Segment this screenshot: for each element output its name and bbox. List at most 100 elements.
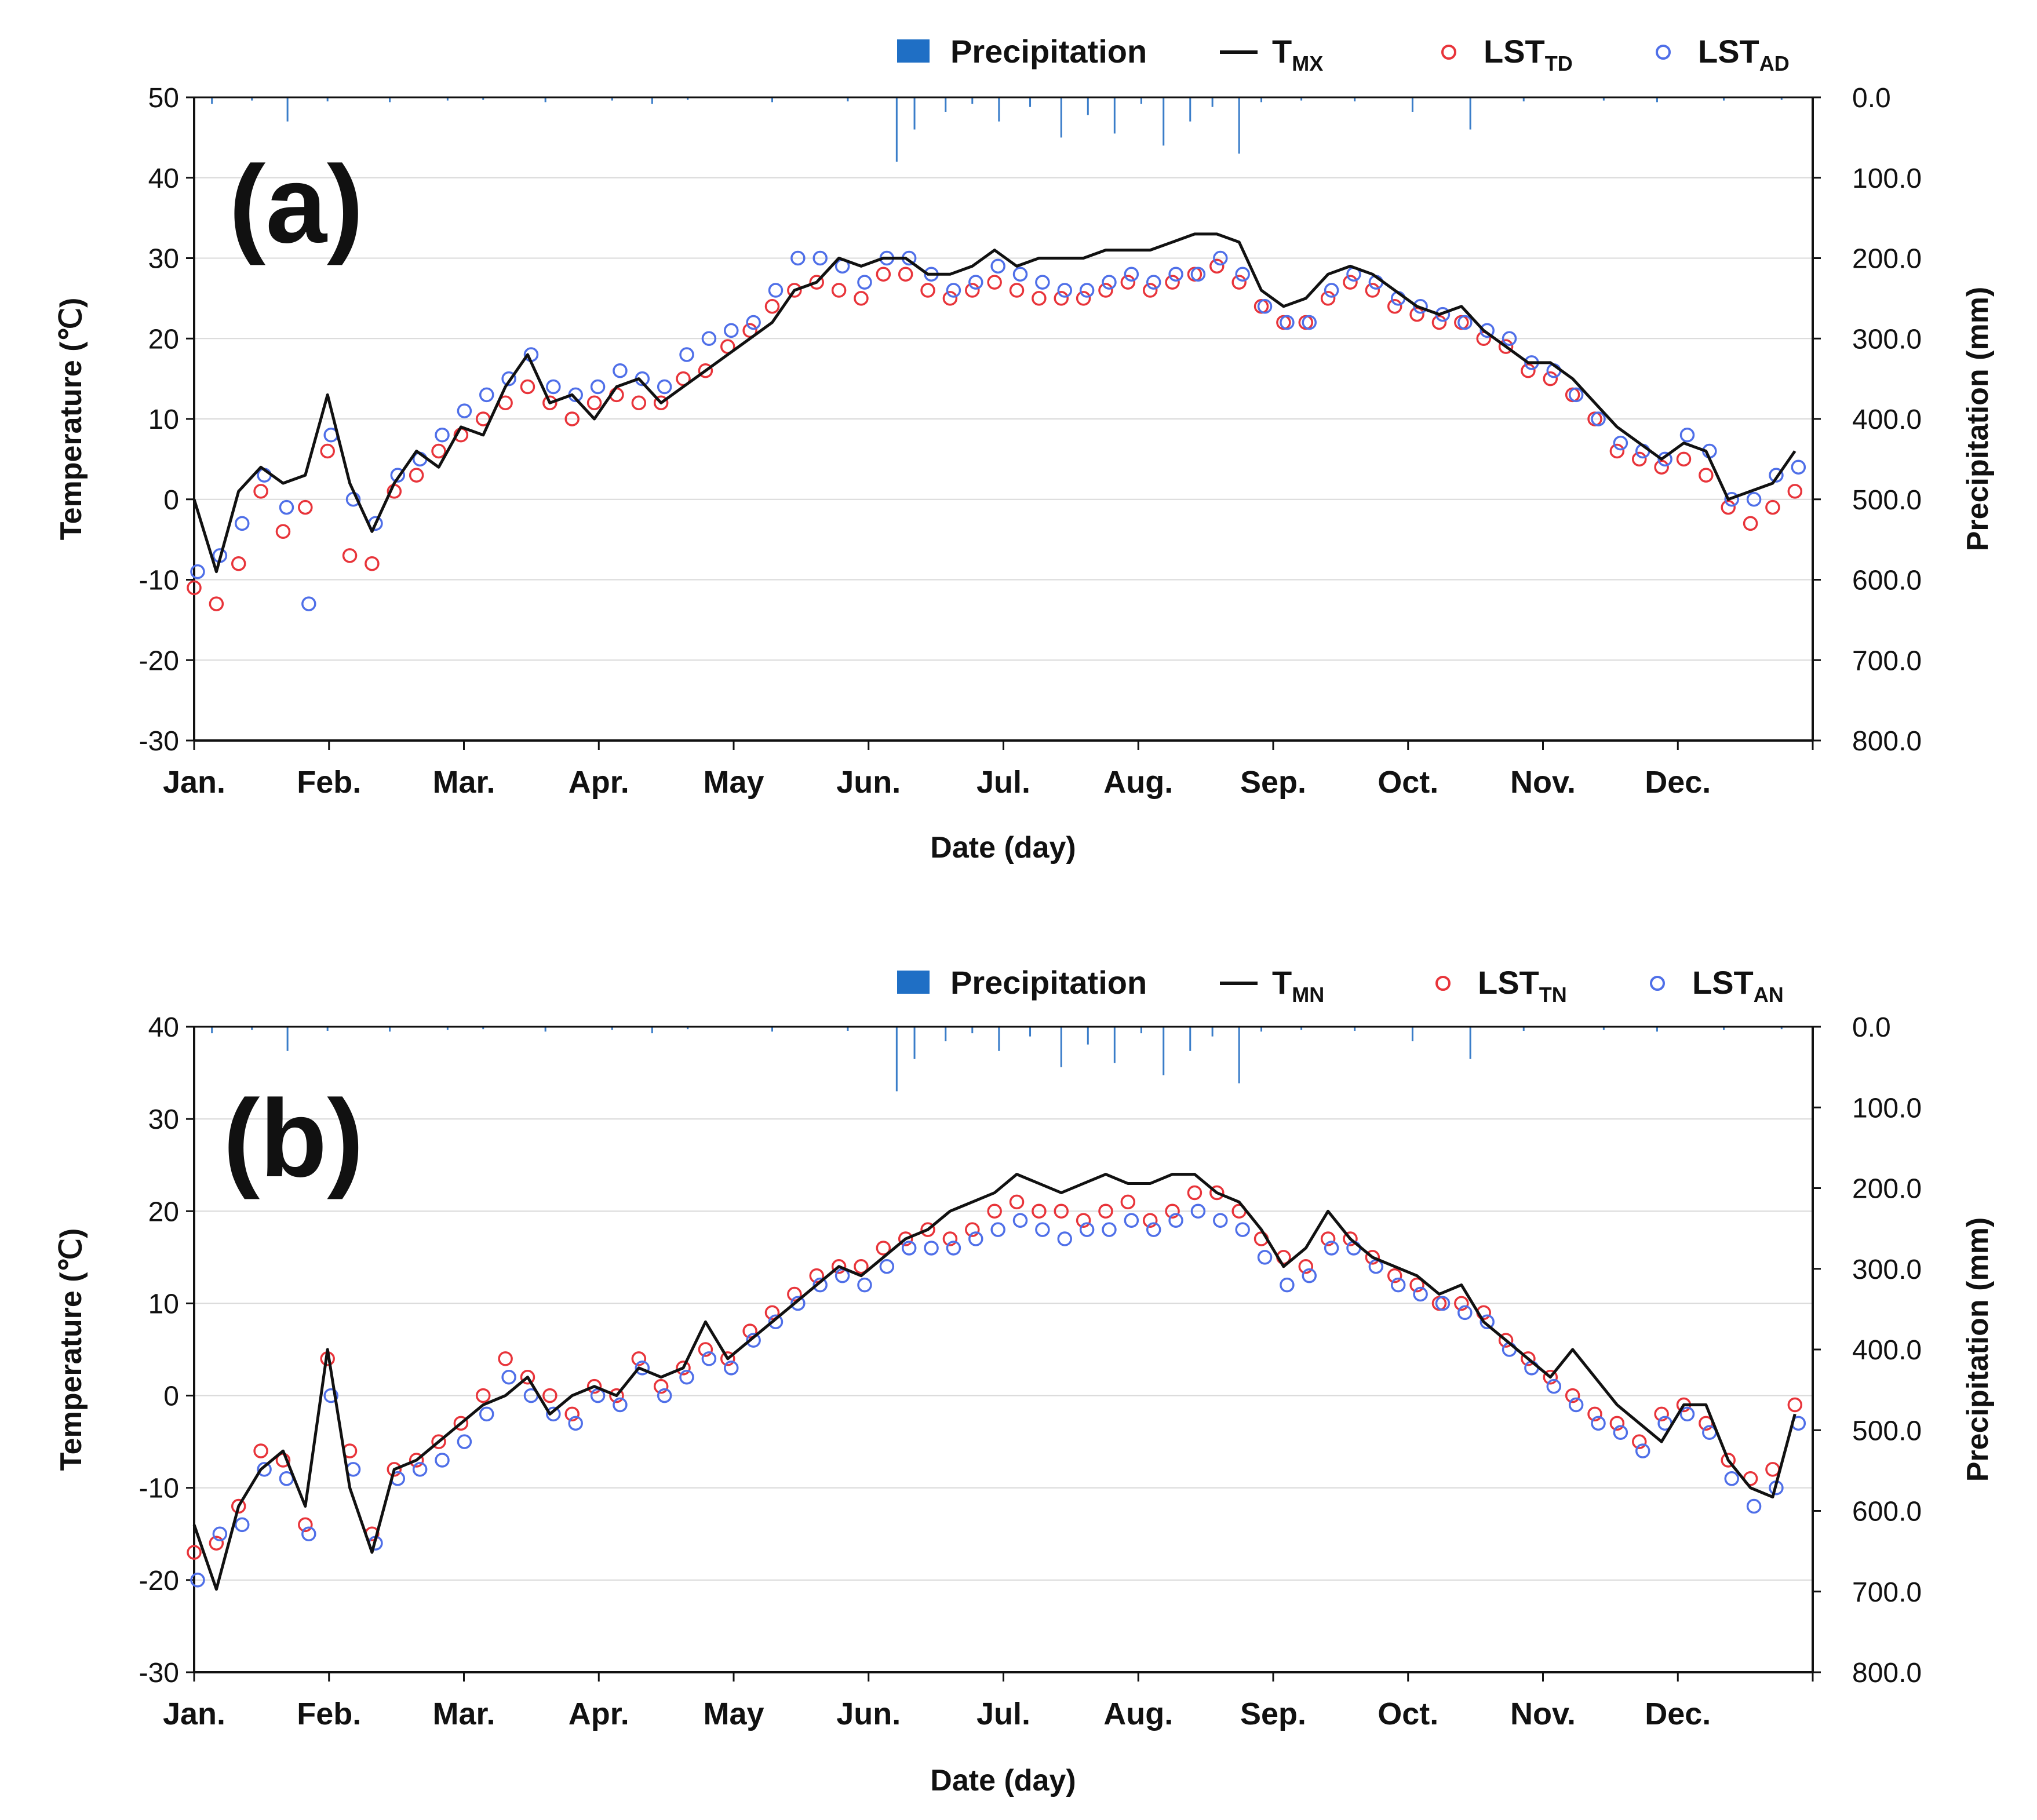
blue-point [301, 1526, 316, 1542]
blue-point [1168, 1213, 1183, 1228]
month-label: Jan. [163, 1697, 225, 1731]
legend-a-blue-marker [1656, 45, 1671, 60]
blue-point [657, 1388, 672, 1403]
blue-point [1657, 451, 1672, 467]
blue-point [1124, 267, 1139, 282]
blue-point [812, 1277, 828, 1293]
red-point [698, 363, 713, 378]
month-label: Aug. [1103, 765, 1173, 800]
month-label: Sep. [1240, 1697, 1306, 1731]
y-tick-label: 0 [163, 485, 179, 516]
red-point [498, 1351, 513, 1366]
blue-point [1035, 275, 1050, 290]
blue-point [1168, 267, 1183, 282]
blue-point [1057, 283, 1072, 298]
red-point [854, 1259, 869, 1274]
red-point [876, 267, 891, 282]
y-tick-label: 10 [148, 1289, 179, 1319]
blue-point [924, 1241, 939, 1256]
blue-point [1146, 1222, 1161, 1237]
blue-point [635, 1361, 650, 1376]
red-point [987, 1203, 1002, 1219]
red-point [1543, 1369, 1558, 1385]
red-point [275, 524, 291, 539]
red-point [453, 1416, 469, 1431]
red-point [809, 1268, 824, 1283]
month-label: Dec. [1645, 1697, 1711, 1731]
y-tick-label: -20 [139, 645, 179, 676]
blue-point [1457, 315, 1473, 330]
blue-point [190, 564, 205, 579]
y-tick-label: -30 [139, 1658, 179, 1688]
chart-a: Precipitation TMX LSTTD LSTAD 50 40 30 20 10… [54, 33, 1995, 865]
red-point [520, 379, 535, 395]
legend-a-red-marker [1441, 45, 1456, 60]
red-point [1320, 1231, 1336, 1246]
blue-point [1280, 315, 1295, 330]
red-point [1076, 1213, 1091, 1228]
red-point [920, 1222, 935, 1237]
month-label: Oct. [1378, 765, 1438, 800]
red-point [764, 299, 780, 314]
blue-point [1613, 435, 1628, 451]
blue-point [679, 1369, 694, 1385]
red-point [631, 1351, 647, 1366]
blue-point [946, 283, 961, 298]
red-point [1721, 499, 1736, 515]
red-point [1521, 1351, 1536, 1366]
red-point [631, 395, 647, 410]
blue-point [746, 315, 761, 330]
blue-point [1102, 275, 1117, 290]
tmx-line [192, 232, 1797, 574]
blue-point [1235, 1222, 1250, 1237]
red-point [742, 1323, 757, 1338]
month-label: Aug. [1103, 1697, 1173, 1731]
red-point [1676, 451, 1692, 467]
red-point [1009, 283, 1025, 298]
red-point [1142, 283, 1158, 298]
legend-b-red-marker [1435, 976, 1451, 991]
blue-point [1413, 299, 1428, 314]
month-label: Nov. [1510, 765, 1576, 800]
y2-tick-label: 400.0 [1852, 1335, 1922, 1366]
red-point [1387, 1268, 1402, 1283]
blue-point [1124, 1213, 1139, 1228]
blue-point [990, 258, 1005, 274]
red-point [1209, 258, 1225, 274]
blue-point [946, 1241, 961, 1256]
blue-point [879, 1259, 895, 1274]
y-axis-label-a: Temperature (℃) [54, 298, 88, 541]
red-point [1743, 516, 1758, 531]
blue-point [1679, 428, 1695, 443]
blue-point [479, 387, 494, 403]
y-tick-label: -30 [139, 726, 179, 757]
red-point [653, 395, 669, 410]
blue-point [1435, 1296, 1451, 1311]
red-point [365, 556, 380, 571]
blue-point [457, 403, 472, 418]
blue-point [1769, 468, 1784, 483]
x-axis-label-a: Date (day) [930, 831, 1076, 865]
blue-point [1724, 1471, 1739, 1486]
y-tick-label: 30 [148, 1104, 179, 1135]
red-point [831, 1259, 847, 1274]
red-point [698, 1342, 713, 1357]
blue-point [1746, 1498, 1762, 1514]
legend-b-blue-label: LSTAN [1692, 964, 1784, 1006]
blue-point [790, 250, 806, 266]
red-point [720, 1351, 735, 1366]
legend-a: Precipitation TMX LSTTD LSTAD [897, 33, 1790, 75]
y2-tick-label: 300.0 [1852, 324, 1922, 355]
y-tick-label: 20 [148, 324, 179, 355]
red-point [1365, 283, 1380, 298]
blue-point [1190, 1203, 1206, 1219]
y2-axis-label-a: Precipitation (mm) [1961, 287, 1995, 552]
red-point [231, 1498, 246, 1514]
y-tick-label: 40 [148, 1012, 179, 1043]
red-point [1654, 459, 1669, 475]
y-tick-label: -20 [139, 1566, 179, 1596]
y-tick-label: 20 [148, 1197, 179, 1227]
blue-point [323, 1388, 338, 1403]
red-point [409, 1453, 424, 1468]
red-point [787, 283, 802, 298]
